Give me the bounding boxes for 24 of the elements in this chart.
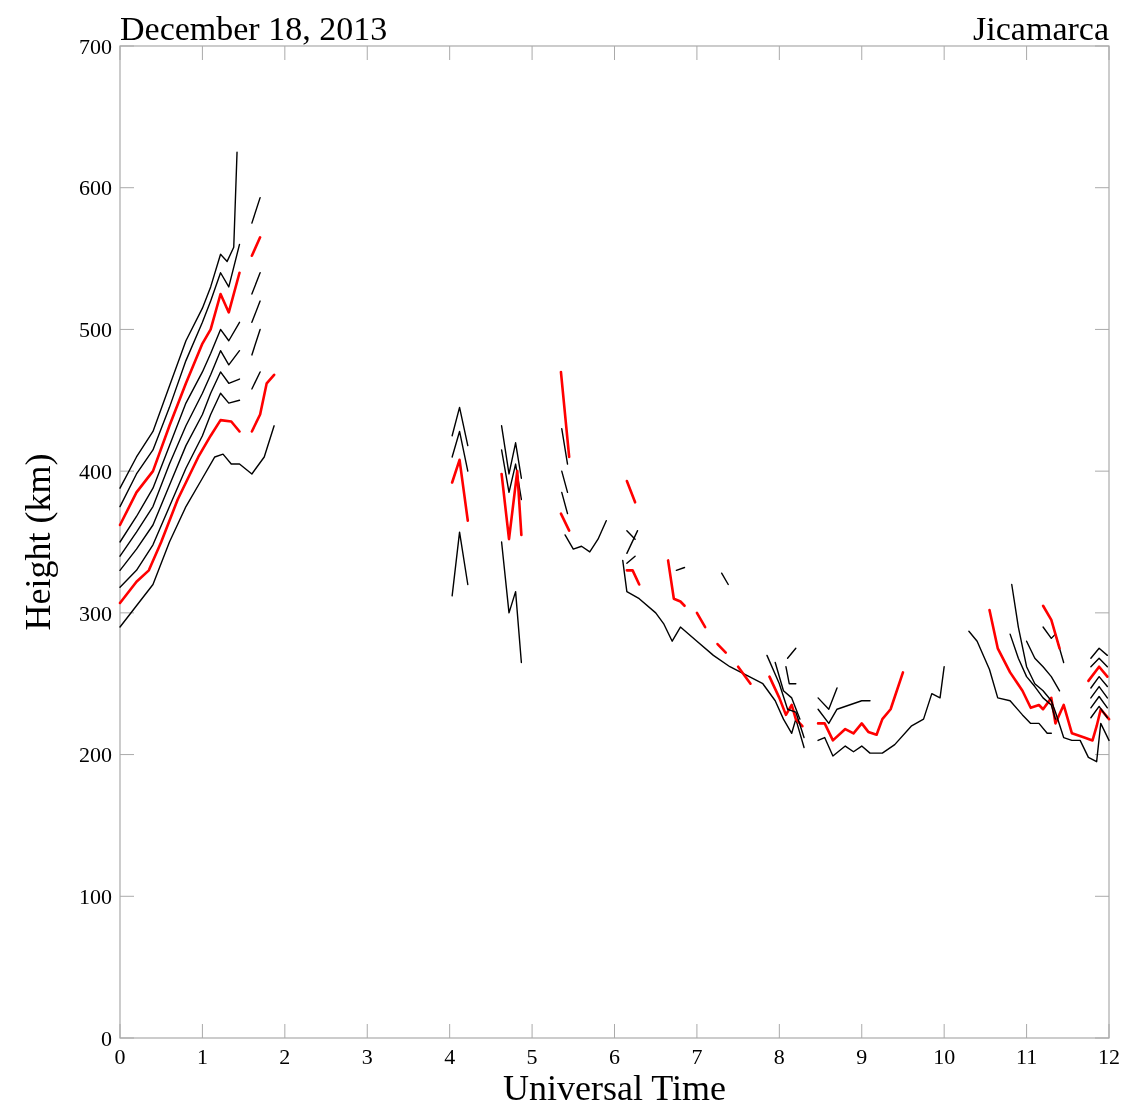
x-tick-label: 3 [361,1044,373,1069]
x-tick-label: 5 [526,1044,538,1069]
y-tick-label: 0 [101,1025,112,1051]
x-tick-label: 1 [196,1044,208,1069]
x-tick-label: 11 [1015,1044,1038,1069]
y-tick-label: 500 [79,317,112,343]
y-tick-label: 300 [79,600,112,626]
x-tick-label: 7 [691,1044,703,1069]
y-tick-label: 400 [79,458,112,484]
chart-title: December 18, 2013 [120,10,388,47]
x-tick-label: 12 [1098,1044,1120,1069]
x-tick-label: 4 [444,1044,456,1069]
y-tick-label: 100 [79,883,112,909]
x-tick-label: 6 [609,1044,620,1069]
y-tick-label: 700 [79,33,112,59]
x-axis-title: Universal Time [502,1068,727,1108]
x-tick-label: 9 [856,1044,868,1069]
x-tick-label: 2 [279,1044,291,1069]
y-tick-label: 200 [79,742,112,768]
y-axis-title: Height (km) [18,453,58,631]
chart-subtitle: Jicamarca [973,10,1109,47]
y-tick-label: 600 [79,175,112,201]
x-tick-label: 10 [933,1044,956,1069]
x-tick-label: 8 [773,1044,785,1069]
